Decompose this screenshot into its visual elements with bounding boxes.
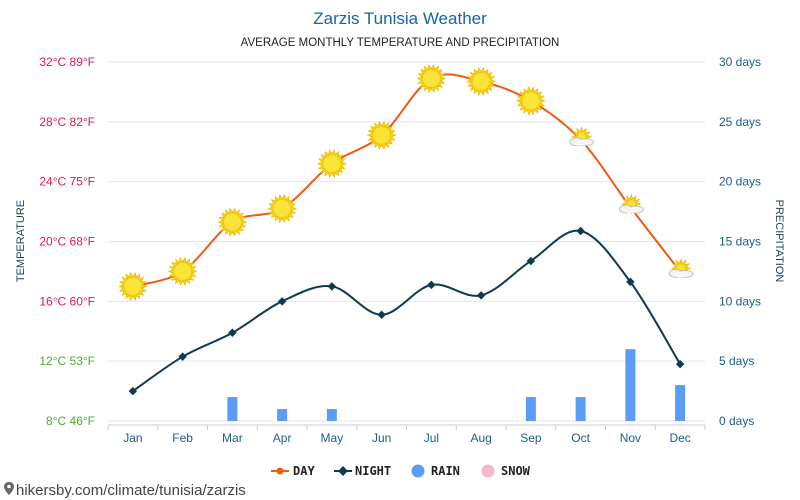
temperature-tick-label: 28°C 82°F xyxy=(39,115,95,129)
sun-icon xyxy=(167,256,198,286)
day-temperature-line xyxy=(132,73,681,288)
night-marker xyxy=(576,226,585,236)
month-label: May xyxy=(321,431,344,445)
legend-day-label: DAY xyxy=(293,464,315,478)
temperature-tick-label: 20°C 68°F xyxy=(39,235,95,249)
night-marker xyxy=(178,352,187,361)
sun-icon xyxy=(366,120,397,150)
footer-link[interactable]: hikersby.com/climate/tunisia/zarzis xyxy=(4,482,246,499)
chart-title: Zarzis Tunisia Weather xyxy=(313,9,487,28)
rain-bar xyxy=(625,349,636,421)
legend-rain[interactable]: RAIN xyxy=(411,464,460,478)
sun-icon xyxy=(416,63,447,93)
sun-icon xyxy=(317,149,347,179)
legend-night-label: NIGHT xyxy=(355,464,391,478)
month-label: Oct xyxy=(571,431,590,445)
partly-cloudy-icon xyxy=(569,126,595,148)
source-url: hikersby.com/climate/tunisia/zarzis xyxy=(16,482,246,499)
night-temperature-line xyxy=(132,229,681,392)
night-marker xyxy=(526,256,536,266)
temperature-tick-label: 12°C 53°F xyxy=(39,354,95,368)
temperature-tick-label: 8°C 46°F xyxy=(46,414,95,428)
night-marker xyxy=(327,282,337,291)
night-marker xyxy=(675,359,685,369)
partly-cloudy-icon xyxy=(668,257,694,279)
precipitation-tick-label: 15 days xyxy=(719,235,761,249)
month-label: Sep xyxy=(520,431,542,445)
precipitation-tick-label: 5 days xyxy=(719,354,754,368)
temperature-tick-label: 24°C 75°F xyxy=(39,175,95,189)
legend-rain-label: RAIN xyxy=(431,464,460,478)
month-label: Jan xyxy=(123,431,142,445)
precipitation-tick-label: 25 days xyxy=(719,115,761,129)
rain-bar xyxy=(675,385,686,421)
partly-cloudy-icon xyxy=(618,193,644,215)
temperature-axis-label: TEMPERATURE xyxy=(15,200,27,282)
location-pin-icon xyxy=(4,482,14,495)
night-marker xyxy=(476,291,486,300)
legend-night[interactable]: NIGHT xyxy=(334,464,391,478)
grid-lines xyxy=(108,61,705,422)
weather-icons xyxy=(118,63,694,301)
month-axis: Jan Feb Mar Apr May Jun Jul Aug Sep Oct Nov Dec xyxy=(107,424,706,445)
temperature-tick-label: 16°C 60°F xyxy=(39,294,95,308)
rain-bar xyxy=(277,409,288,421)
chart-subtitle: AVERAGE MONTHLY TEMPERATURE AND PRECIPIT… xyxy=(241,37,560,49)
legend-snow-label: SNOW xyxy=(501,464,531,478)
month-label: Nov xyxy=(620,431,641,445)
precipitation-tick-label: 0 days xyxy=(719,414,754,428)
night-marker xyxy=(377,310,386,320)
night-marker xyxy=(277,297,287,306)
sun-icon xyxy=(217,207,248,237)
rain-bar xyxy=(326,409,337,421)
precipitation-axis-label: PRECIPITATION xyxy=(773,200,785,283)
legend: DAY NIGHT RAIN SNOW xyxy=(271,464,531,478)
rain-bars xyxy=(227,349,686,421)
month-label: Aug xyxy=(470,431,491,445)
legend-snow[interactable]: SNOW xyxy=(481,464,531,478)
month-label: Feb xyxy=(172,431,193,445)
month-label: Dec xyxy=(669,431,690,445)
sun-icon xyxy=(118,271,148,301)
rain-bar xyxy=(575,397,586,421)
month-label: Mar xyxy=(222,431,243,445)
month-label: Apr xyxy=(273,431,292,445)
rain-bar xyxy=(227,397,238,421)
temperature-tick-label: 32°C 89°F xyxy=(39,55,95,69)
month-label: Jul xyxy=(424,431,439,445)
night-temperature-markers xyxy=(128,226,685,396)
sun-icon xyxy=(267,194,297,224)
night-marker xyxy=(626,277,635,287)
precipitation-tick-label: 30 days xyxy=(719,55,761,69)
month-label: Jun xyxy=(372,431,391,445)
night-marker xyxy=(228,328,237,337)
precipitation-tick-label: 20 days xyxy=(719,175,761,189)
sun-icon xyxy=(466,66,496,96)
legend-day[interactable]: DAY xyxy=(271,464,315,478)
temperature-axis-ticks: 8°C 46°F 12°C 53°F 16°C 60°F 20°C 68°F 24°C … xyxy=(39,55,95,428)
sun-icon xyxy=(516,86,546,116)
precipitation-tick-label: 10 days xyxy=(719,294,761,308)
night-marker xyxy=(427,280,436,290)
night-marker xyxy=(128,386,138,396)
rain-bar xyxy=(525,397,536,421)
precipitation-axis-ticks: 0 days 5 days 10 days 15 days 20 days 25 days… xyxy=(719,55,761,428)
